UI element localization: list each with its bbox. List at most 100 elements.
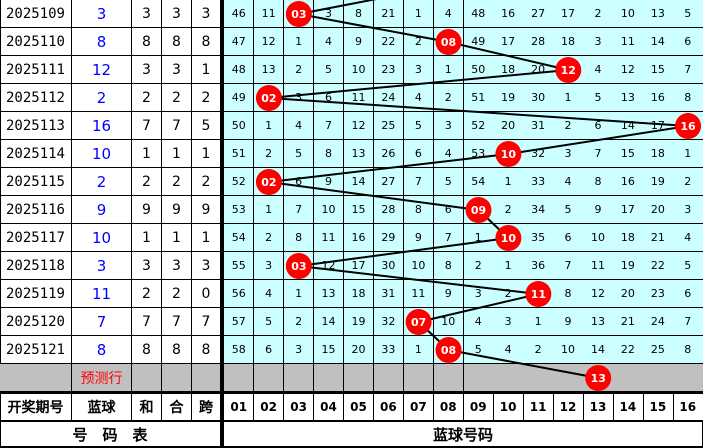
trend-line <box>268 153 509 183</box>
omission-cell: 14 <box>583 336 614 364</box>
omission-cell: 8 <box>553 280 584 308</box>
omission-cell: 14 <box>643 28 674 56</box>
omission-cell: 53 <box>463 140 494 168</box>
omission-cell: 2 <box>493 196 524 224</box>
omission-cell: 1 <box>403 336 435 364</box>
omission-cell: 11 <box>613 28 644 56</box>
omission-cell: 48 <box>224 56 255 84</box>
omission-cell: 20 <box>643 196 674 224</box>
omission-cell: 58 <box>224 336 255 364</box>
omission-cell: 2 <box>253 224 285 252</box>
row-period: 2025118 <box>0 252 72 280</box>
omission-cell: 4 <box>493 336 524 364</box>
row-blue: 11 <box>72 280 132 308</box>
row-blue: 8 <box>72 28 132 56</box>
row-hé: 3 <box>162 56 192 84</box>
row-hé: 2 <box>162 168 192 196</box>
row-hé: 3 <box>162 252 192 280</box>
omission-cell: 2 <box>283 56 315 84</box>
omission-cell: 2 <box>433 84 464 112</box>
omission-cell: 5 <box>433 168 464 196</box>
omission-cell: 22 <box>643 252 674 280</box>
omission-cell: 23 <box>373 56 405 84</box>
omission-cell: 1 <box>253 112 285 140</box>
omission-cell: 2 <box>283 308 315 336</box>
prediction-number-cell <box>373 364 405 392</box>
blue-ball-number: 11 <box>531 288 546 301</box>
blue-ball-number: 08 <box>441 36 456 49</box>
row-kua: 0 <box>192 280 221 308</box>
blue-ball-marker <box>255 85 282 111</box>
row-blue: 8 <box>72 336 132 364</box>
row-blue: 3 <box>72 0 132 28</box>
omission-cell: 52 <box>463 112 494 140</box>
row-period: 2025111 <box>0 56 72 84</box>
blue-ball-marker <box>555 57 582 83</box>
blue-ball-number: 02 <box>261 176 276 189</box>
omission-cell: 9 <box>343 28 375 56</box>
prediction-number-cell <box>643 364 674 392</box>
omission-cell: 4 <box>283 112 315 140</box>
row-kua: 3 <box>192 252 221 280</box>
blue-ball-number: 03 <box>291 260 306 273</box>
omission-cell: 32 <box>373 308 405 336</box>
omission-cell: 5 <box>283 140 315 168</box>
row-period: 2025120 <box>0 308 72 336</box>
omission-cell: 33 <box>373 336 405 364</box>
omission-cell: 50 <box>224 112 255 140</box>
omission-cell: 10 <box>343 56 375 84</box>
row-hé: 7 <box>162 112 192 140</box>
omission-cell: 11 <box>253 0 285 28</box>
omission-cell: 14 <box>313 308 345 336</box>
omission-cell: 49 <box>224 84 255 112</box>
omission-cell: 8 <box>673 84 703 112</box>
prediction-number-cell <box>343 364 375 392</box>
omission-cell: 7 <box>673 308 703 336</box>
row-blue: 2 <box>72 168 132 196</box>
omission-cell: 2 <box>253 140 285 168</box>
omission-cell: 21 <box>643 224 674 252</box>
row-he: 8 <box>132 28 162 56</box>
omission-cell: 7 <box>583 140 614 168</box>
row-he: 7 <box>132 112 162 140</box>
omission-cell: 27 <box>373 168 405 196</box>
omission-cell: 5 <box>313 56 345 84</box>
row-kua: 5 <box>192 112 221 140</box>
row-he: 1 <box>132 140 162 168</box>
omission-cell: 1 <box>253 196 285 224</box>
omission-cell: 4 <box>583 56 614 84</box>
omission-cell: 18 <box>613 224 644 252</box>
row-kua: 1 <box>192 224 221 252</box>
omission-cell: 7 <box>553 252 584 280</box>
omission-cell: 6 <box>673 28 703 56</box>
omission-cell: 8 <box>583 168 614 196</box>
omission-cell: 13 <box>583 308 614 336</box>
omission-cell: 4 <box>553 168 584 196</box>
omission-cell: 10 <box>313 196 345 224</box>
row-hé: 8 <box>162 336 192 364</box>
omission-cell: 15 <box>343 196 375 224</box>
omission-cell: 13 <box>253 56 285 84</box>
row-hé: 3 <box>162 0 192 28</box>
prediction-number-cell <box>463 364 494 392</box>
row-hé: 1 <box>162 140 192 168</box>
omission-cell: 3 <box>493 308 524 336</box>
omission-cell: 3 <box>433 112 464 140</box>
row-he: 3 <box>132 0 162 28</box>
omission-cell: 28 <box>523 28 554 56</box>
trend-line <box>448 41 569 71</box>
row-hé: 7 <box>162 308 192 336</box>
omission-cell: 17 <box>613 196 644 224</box>
blue-ball-marker <box>285 1 312 27</box>
omission-cell: 10 <box>553 336 584 364</box>
omission-cell: 3 <box>313 0 345 28</box>
omission-cell: 3 <box>283 84 315 112</box>
row-he: 1 <box>132 224 162 252</box>
omission-cell: 49 <box>463 28 494 56</box>
omission-cell: 29 <box>373 224 405 252</box>
omission-cell: 55 <box>224 252 255 280</box>
trend-line <box>298 237 509 267</box>
omission-cell: 16 <box>343 224 375 252</box>
row-hé: 2 <box>162 280 192 308</box>
omission-cell: 6 <box>313 84 345 112</box>
